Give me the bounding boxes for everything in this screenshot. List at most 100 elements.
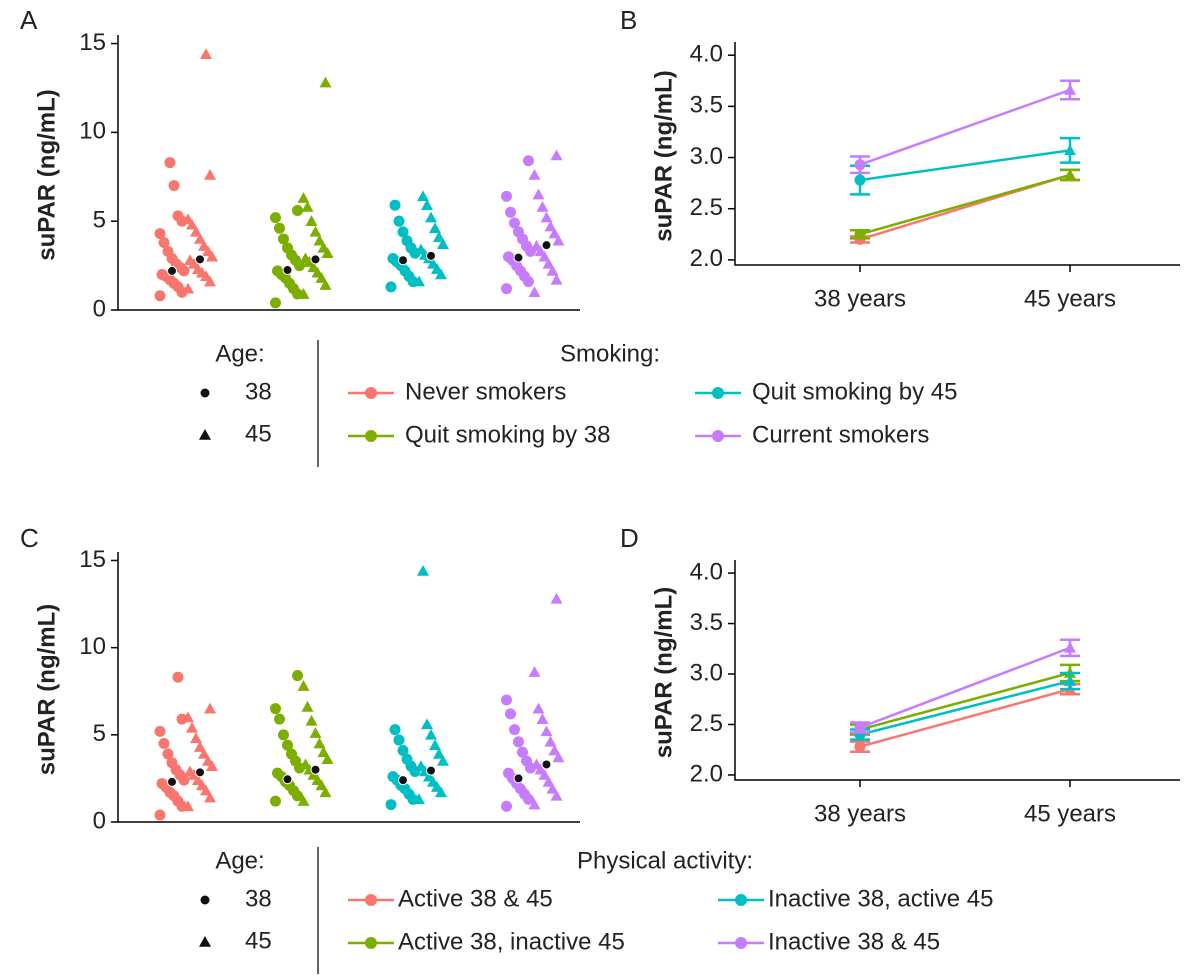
mean-38 [513,252,524,263]
point-38 [278,233,289,245]
point-45 [544,735,557,747]
point-38 [854,722,866,734]
point-38 [270,297,281,309]
point-45 [204,702,216,714]
point-38 [503,767,514,779]
y-tick-label: 0 [93,807,106,834]
point-45 [297,192,310,203]
series-line [859,687,1071,748]
point-38 [521,755,532,767]
point-45 [190,225,202,237]
point-45 [301,200,314,212]
point-38 [501,190,512,202]
age-legend-key [200,388,210,398]
y-tick-label: 4.0 [690,41,723,68]
axis-line [734,42,1180,266]
point-38 [154,725,166,737]
point-45 [542,775,555,787]
y-tick-label: 15 [79,29,106,56]
mean-45 [541,759,552,770]
mean-45 [310,764,321,775]
point-45 [198,748,210,759]
y-axis-label: suPAR (ng/mL) [33,604,60,776]
point-45 [194,741,206,752]
point-38 [156,778,168,790]
age-legend-label: 38 [245,378,272,405]
point-38 [397,226,409,238]
point-45 [546,264,559,276]
point-45 [321,753,334,765]
legend-label: Active 38, inactive 45 [398,928,625,955]
point-38 [393,215,405,227]
point-45 [202,754,214,766]
legend-key-dot [735,937,747,949]
point-38 [854,228,866,240]
mean-38 [398,775,408,786]
x-tick-label: 38 years [814,800,906,827]
point-38 [286,748,297,760]
point-38 [274,222,285,234]
point-38 [158,738,170,750]
point-45 [429,739,441,751]
point-38 [501,800,512,812]
point-45 [182,800,194,812]
point-38 [292,205,303,217]
point-38 [387,771,399,783]
point-38 [389,724,401,736]
point-45 [421,199,433,210]
point-45 [550,149,563,161]
series-line [859,671,1071,731]
point-45 [548,744,561,756]
point-45 [540,211,553,223]
mean-38 [167,265,177,276]
y-tick-label: 5 [93,720,106,747]
mean-45 [541,240,552,251]
age-legend-key [199,429,211,440]
point-38 [162,748,174,760]
group-legend-title: Physical activity: [577,847,753,874]
point-38 [166,757,178,769]
point-45 [184,765,196,777]
y-tick-label: 2.0 [690,760,723,787]
point-38 [282,739,293,751]
mean-38 [167,776,177,787]
point-45 [415,760,427,772]
point-45 [425,728,437,740]
legend-key-dot [712,387,724,399]
point-45 [317,241,330,253]
point-45 [190,732,202,744]
point-38 [168,180,180,192]
point-38 [505,206,516,218]
point-45 [305,215,318,226]
point-45 [413,275,425,287]
point-45 [532,702,545,714]
point-45 [319,279,332,290]
point-45 [433,231,445,242]
point-45 [309,225,322,237]
point-45 [550,273,563,285]
point-38 [387,252,399,264]
point-45 [544,220,557,232]
y-axis-label: suPAR (ng/mL) [650,587,677,759]
point-38 [158,237,170,248]
series-line [859,646,1071,729]
y-axis-label: suPAR (ng/mL) [33,89,60,261]
point-38 [509,724,520,736]
point-45 [550,592,563,604]
y-axis-label: suPAR (ng/mL) [650,70,677,242]
point-45 [548,227,561,239]
point-45 [1064,641,1076,653]
y-tick-label: 3.5 [690,92,723,119]
y-tick-label: 10 [79,633,106,660]
point-38 [272,767,283,779]
point-45 [437,238,449,250]
point-45 [532,188,545,200]
point-38 [270,795,281,807]
point-38 [513,736,524,748]
point-38 [154,809,166,821]
point-38 [854,174,866,186]
point-38 [401,753,413,765]
point-45 [313,234,326,246]
point-38 [393,734,405,746]
